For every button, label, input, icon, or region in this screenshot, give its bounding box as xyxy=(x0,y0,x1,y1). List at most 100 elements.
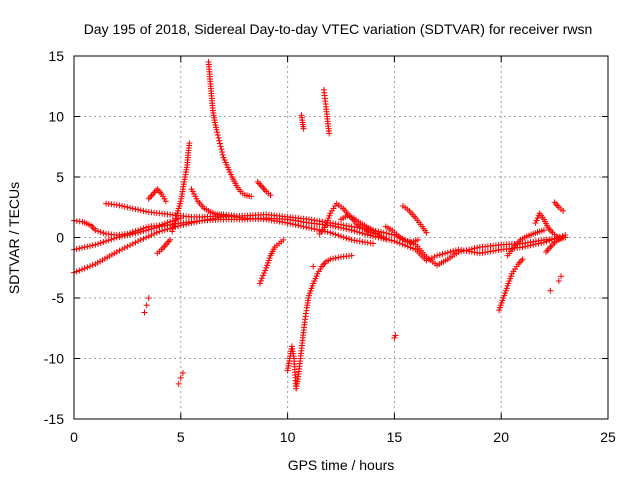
data-point xyxy=(135,238,142,245)
data-point xyxy=(113,201,120,208)
data-point xyxy=(386,230,393,237)
data-point xyxy=(116,247,123,254)
data-point xyxy=(452,247,459,254)
data-point xyxy=(292,221,299,228)
y-tick-labels: -15 -10 -5 0 5 10 15 xyxy=(44,48,64,427)
data-point xyxy=(338,233,344,240)
data-point xyxy=(81,244,88,251)
data-point xyxy=(348,252,355,259)
data-point xyxy=(313,226,320,233)
data-point xyxy=(303,224,310,231)
data-point xyxy=(378,229,385,236)
data-point xyxy=(436,251,443,258)
data-point xyxy=(522,243,529,250)
data-point xyxy=(256,280,263,287)
data-point xyxy=(87,242,94,249)
data-point xyxy=(95,240,102,247)
data-point xyxy=(343,235,350,242)
data-point xyxy=(129,240,136,247)
data-point xyxy=(169,228,176,235)
data-point xyxy=(383,230,390,237)
data-point xyxy=(547,287,554,294)
x-tick-labels: 0 5 10 15 20 25 xyxy=(70,429,616,445)
data-point xyxy=(535,240,542,247)
x-tick-label: 25 xyxy=(600,429,616,445)
x-tick-label: 5 xyxy=(177,429,185,445)
y-tick-label: 15 xyxy=(48,48,64,64)
data-point xyxy=(89,242,96,249)
data-point xyxy=(143,208,150,215)
data-point xyxy=(162,198,169,205)
data-point xyxy=(248,193,255,200)
data-point xyxy=(332,255,339,262)
data-point xyxy=(332,231,339,238)
data-point xyxy=(76,267,83,274)
data-point xyxy=(186,140,193,147)
data-point xyxy=(538,239,545,246)
data-point xyxy=(95,228,102,235)
data-point xyxy=(444,249,451,256)
data-point xyxy=(524,242,531,249)
x-tick-label: 20 xyxy=(493,429,509,445)
data-point xyxy=(177,374,184,381)
chart-title: Day 195 of 2018, Sidereal Day-to-day VTE… xyxy=(84,21,593,37)
data-point xyxy=(137,226,144,233)
data-point xyxy=(169,225,176,232)
data-point xyxy=(540,239,547,246)
data-point xyxy=(338,224,344,231)
data-point xyxy=(151,230,158,237)
y-axis-label: SDTVAR / TECUs xyxy=(6,182,22,294)
data-point xyxy=(423,257,430,264)
data-point xyxy=(127,229,134,236)
data-point xyxy=(546,237,553,244)
data-point xyxy=(231,212,238,219)
data-point xyxy=(171,220,178,227)
data-point xyxy=(392,332,399,339)
data-point xyxy=(295,222,302,229)
data-point xyxy=(116,202,123,209)
y-tick-label: -5 xyxy=(52,290,65,306)
data-point xyxy=(124,204,131,211)
data-point xyxy=(311,226,318,233)
data-point xyxy=(143,234,150,241)
data-point xyxy=(170,223,177,230)
data-point xyxy=(340,225,347,232)
data-point xyxy=(527,242,534,249)
data-point xyxy=(364,231,371,238)
data-point xyxy=(540,227,547,234)
data-point xyxy=(100,239,107,246)
data-point xyxy=(284,219,291,226)
data-point xyxy=(329,223,336,230)
data-point xyxy=(113,249,120,256)
data-point xyxy=(137,207,144,214)
data-point xyxy=(399,241,406,248)
data-point xyxy=(289,221,296,228)
data-point xyxy=(450,248,457,255)
data-point xyxy=(218,146,225,153)
y-tick-label: -15 xyxy=(44,411,64,427)
data-point xyxy=(73,268,80,275)
data-point xyxy=(354,228,361,235)
data-point xyxy=(161,220,168,227)
data-point xyxy=(388,237,395,244)
data-point xyxy=(84,243,91,250)
data-point xyxy=(335,232,342,239)
data-point xyxy=(407,244,414,251)
data-point xyxy=(260,272,267,279)
data-point xyxy=(81,265,88,272)
data-point xyxy=(560,207,567,214)
data-point xyxy=(121,244,128,251)
data-point xyxy=(172,215,179,222)
data-point xyxy=(140,207,147,214)
data-point xyxy=(351,227,358,234)
data-point xyxy=(214,132,221,139)
data-point xyxy=(105,237,112,244)
data-point xyxy=(119,246,126,253)
data-point xyxy=(280,236,287,243)
data-point xyxy=(145,295,152,301)
data-points xyxy=(71,59,569,392)
data-point xyxy=(370,240,377,247)
y-tick-label: 5 xyxy=(56,169,64,185)
data-point xyxy=(356,229,363,236)
data-point xyxy=(121,203,128,210)
